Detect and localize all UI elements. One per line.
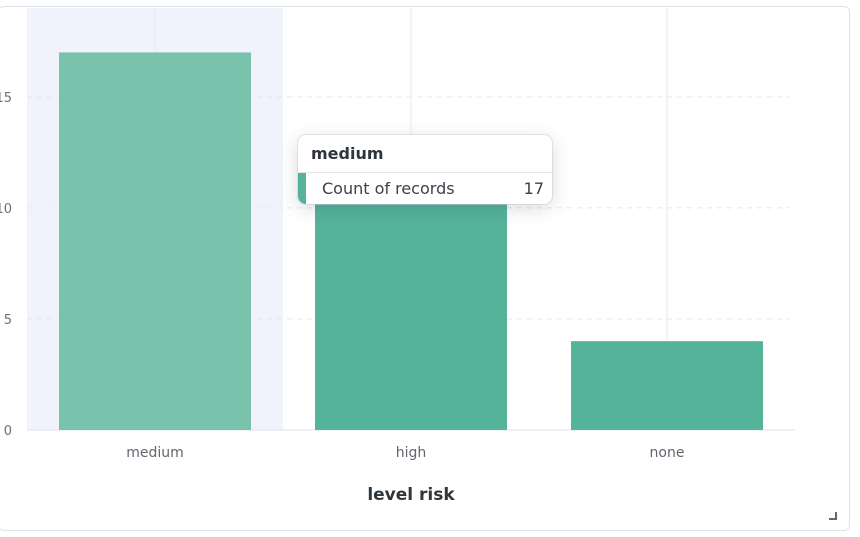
resize-handle-icon[interactable] [829,512,837,520]
tooltip-series-swatch [298,173,306,204]
y-tick-label: 15 [0,91,12,106]
bar-medium [59,52,251,430]
x-tick-label: high [396,445,427,461]
x-axis-title: level risk [367,485,455,505]
tooltip-title: medium [311,144,384,163]
tooltip-series-label: Count of records [322,179,455,198]
tooltip-series-value: 17 [523,179,544,198]
y-tick-label: 10 [0,202,12,217]
x-tick-label: none [650,445,685,461]
y-tick-label: 5 [4,313,12,328]
tooltip-row: Count of records 17 [298,172,552,204]
chart-tooltip: medium Count of records 17 [298,135,552,204]
bar-high [315,163,507,430]
bar-none [571,341,763,430]
y-tick-label: 0 [4,424,12,439]
x-tick-label: medium [126,445,184,461]
